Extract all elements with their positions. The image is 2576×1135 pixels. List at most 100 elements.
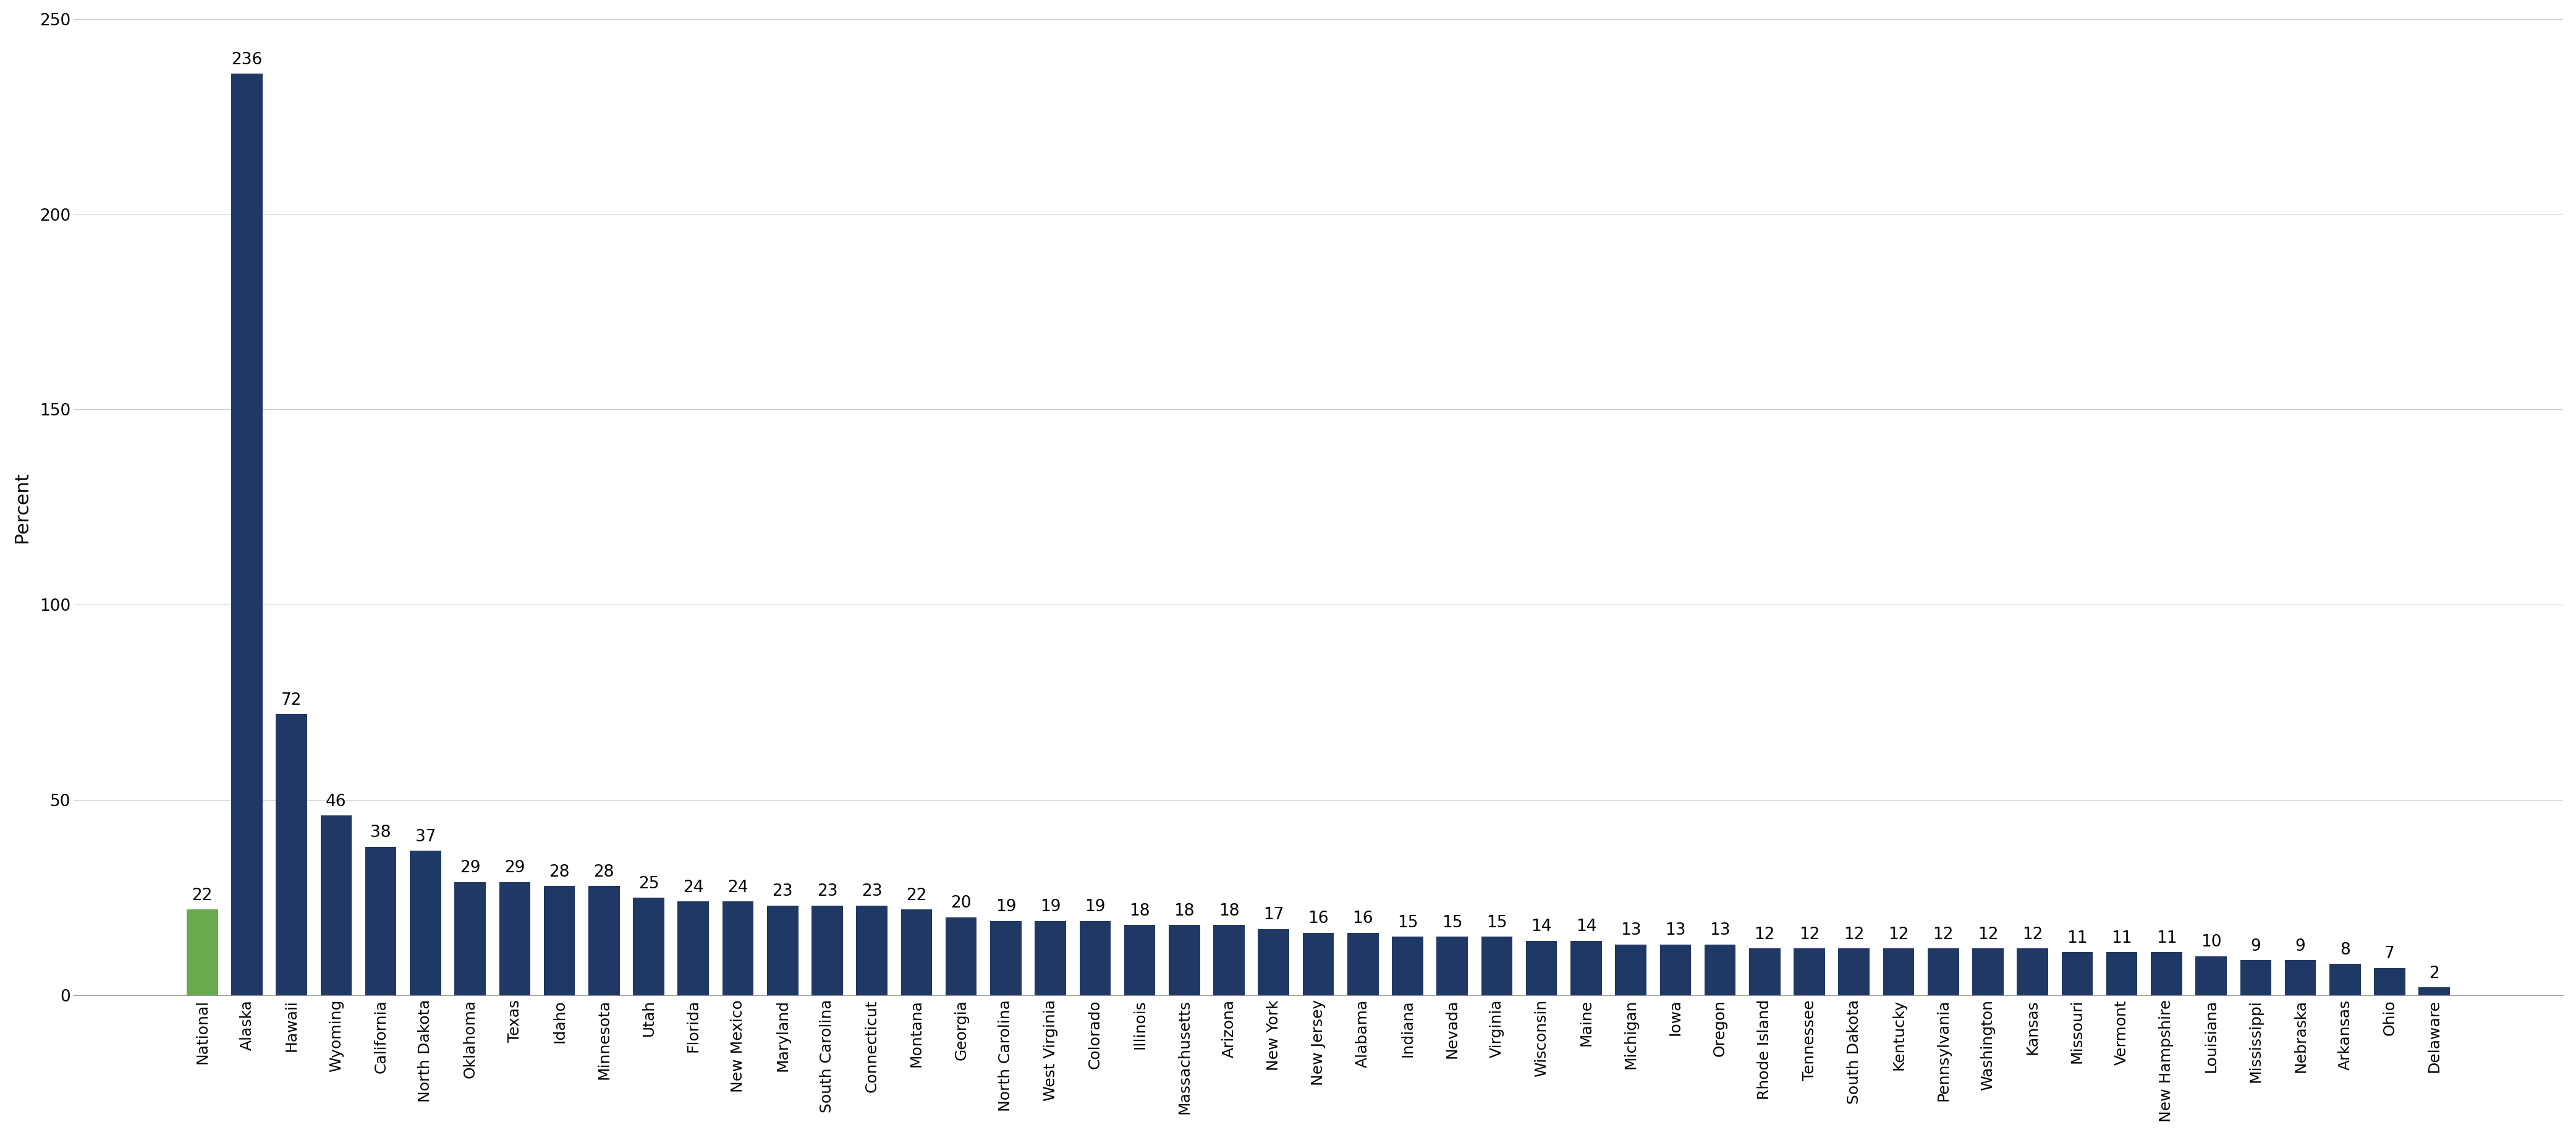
Bar bbox=[1973, 949, 2004, 995]
Bar bbox=[410, 851, 440, 995]
Text: 10: 10 bbox=[2200, 934, 2221, 950]
Bar bbox=[1525, 941, 1556, 995]
Bar bbox=[855, 906, 889, 995]
Bar bbox=[945, 917, 976, 995]
Bar bbox=[1036, 922, 1066, 995]
Bar bbox=[1839, 949, 1870, 995]
Text: 12: 12 bbox=[1844, 926, 1865, 942]
Bar bbox=[1481, 936, 1512, 995]
Text: 13: 13 bbox=[1620, 923, 1641, 939]
Text: 11: 11 bbox=[2066, 931, 2087, 947]
Bar bbox=[453, 882, 487, 995]
Text: 12: 12 bbox=[1888, 926, 1909, 942]
Bar bbox=[2107, 952, 2138, 995]
Bar bbox=[2329, 964, 2360, 995]
Bar bbox=[2061, 952, 2092, 995]
Text: 46: 46 bbox=[325, 793, 348, 809]
Text: 28: 28 bbox=[549, 864, 569, 880]
Text: 18: 18 bbox=[1218, 903, 1239, 919]
Bar bbox=[544, 886, 574, 995]
Bar bbox=[1079, 922, 1110, 995]
Text: 15: 15 bbox=[1486, 915, 1507, 931]
Text: 12: 12 bbox=[1932, 926, 1953, 942]
Text: 38: 38 bbox=[371, 825, 392, 841]
Bar bbox=[2017, 949, 2048, 995]
Text: 12: 12 bbox=[1978, 926, 1999, 942]
Text: 19: 19 bbox=[994, 899, 1015, 915]
Text: 19: 19 bbox=[1041, 899, 1061, 915]
Bar bbox=[1705, 944, 1736, 995]
Bar bbox=[768, 906, 799, 995]
Text: 19: 19 bbox=[1084, 899, 1105, 915]
Text: 25: 25 bbox=[639, 876, 659, 892]
Text: 29: 29 bbox=[459, 860, 482, 876]
Text: 72: 72 bbox=[281, 692, 301, 708]
Bar bbox=[721, 901, 755, 995]
Bar bbox=[319, 816, 353, 995]
Text: 13: 13 bbox=[1664, 923, 1685, 939]
Bar bbox=[989, 922, 1023, 995]
Text: 14: 14 bbox=[1530, 918, 1551, 935]
Text: 15: 15 bbox=[1396, 915, 1417, 931]
Bar bbox=[1437, 936, 1468, 995]
Bar bbox=[1347, 933, 1378, 995]
Text: 8: 8 bbox=[2339, 942, 2349, 958]
Text: 7: 7 bbox=[2385, 945, 2396, 962]
Text: 22: 22 bbox=[191, 888, 214, 903]
Bar bbox=[1615, 944, 1646, 995]
Bar bbox=[1170, 925, 1200, 995]
Text: 12: 12 bbox=[2022, 926, 2043, 942]
Text: 11: 11 bbox=[2112, 931, 2133, 947]
Bar bbox=[1927, 949, 1958, 995]
Bar bbox=[1123, 925, 1157, 995]
Bar bbox=[1659, 944, 1690, 995]
Text: 18: 18 bbox=[1175, 903, 1195, 919]
Bar bbox=[811, 906, 842, 995]
Text: 37: 37 bbox=[415, 829, 435, 844]
Bar bbox=[2419, 987, 2450, 995]
Text: 13: 13 bbox=[1710, 923, 1731, 939]
Text: 15: 15 bbox=[1443, 915, 1463, 931]
Bar bbox=[1257, 928, 1288, 995]
Bar bbox=[2285, 960, 2316, 995]
Text: 18: 18 bbox=[1128, 903, 1149, 919]
Bar bbox=[1391, 936, 1422, 995]
Text: 14: 14 bbox=[1577, 918, 1597, 935]
Bar bbox=[902, 909, 933, 995]
Bar bbox=[587, 886, 621, 995]
Text: 12: 12 bbox=[1754, 926, 1775, 942]
Bar bbox=[366, 847, 397, 995]
Bar bbox=[1749, 949, 1780, 995]
Text: 16: 16 bbox=[1309, 911, 1329, 927]
Text: 24: 24 bbox=[726, 880, 747, 896]
Text: 22: 22 bbox=[907, 888, 927, 903]
Text: 20: 20 bbox=[951, 896, 971, 911]
Bar bbox=[634, 898, 665, 995]
Bar bbox=[1793, 949, 1824, 995]
Bar bbox=[1571, 941, 1602, 995]
Bar bbox=[2195, 956, 2226, 995]
Text: 29: 29 bbox=[505, 860, 526, 876]
Bar bbox=[1303, 933, 1334, 995]
Bar bbox=[1213, 925, 1244, 995]
Text: 2: 2 bbox=[2429, 966, 2439, 982]
Text: 24: 24 bbox=[683, 880, 703, 896]
Text: 236: 236 bbox=[232, 52, 263, 68]
Bar bbox=[232, 74, 263, 995]
Bar bbox=[1883, 949, 1914, 995]
Text: 23: 23 bbox=[817, 883, 837, 900]
Text: 11: 11 bbox=[2156, 931, 2177, 947]
Text: 16: 16 bbox=[1352, 911, 1373, 927]
Bar bbox=[2151, 952, 2182, 995]
Text: 9: 9 bbox=[2295, 939, 2306, 955]
Text: 12: 12 bbox=[1798, 926, 1819, 942]
Bar bbox=[677, 901, 708, 995]
Bar bbox=[185, 909, 219, 995]
Bar bbox=[2375, 968, 2406, 995]
Text: 28: 28 bbox=[592, 864, 613, 880]
Bar bbox=[500, 882, 531, 995]
Bar bbox=[2241, 960, 2272, 995]
Bar bbox=[276, 714, 307, 995]
Text: 17: 17 bbox=[1262, 907, 1283, 923]
Text: 23: 23 bbox=[773, 883, 793, 900]
